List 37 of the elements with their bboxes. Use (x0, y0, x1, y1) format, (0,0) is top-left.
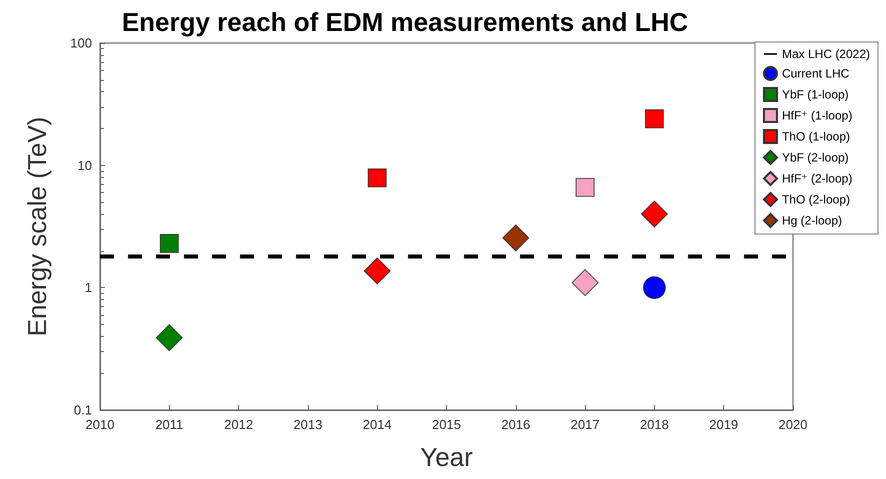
point (645, 109, 664, 128)
legend-label: YbF (1-loop) (782, 88, 849, 102)
x-tick-label: 2010 (86, 417, 114, 432)
legend-label: Max LHC (2022) (782, 47, 870, 61)
x-tick-label: 2018 (640, 417, 669, 432)
x-tick-label: 2014 (362, 417, 392, 432)
x-tick-label: 2015 (432, 417, 461, 432)
point (643, 276, 666, 300)
legend-label: Hg (2-loop) (782, 214, 842, 228)
x-tick-label: 2011 (155, 417, 184, 432)
y-tick-label: 100 (70, 36, 92, 50)
point (160, 234, 179, 253)
x-tick-label: 2017 (570, 417, 600, 432)
legend-label: HfF⁺ (2-loop) (782, 172, 852, 186)
x-tick-label: 2012 (224, 417, 254, 432)
point (156, 324, 183, 352)
chart-title: Energy reach of EDM measurements and LHC (122, 7, 688, 37)
x-tick-label: 2013 (293, 417, 322, 432)
point (576, 178, 594, 197)
legend-label: Current LHC (782, 66, 850, 80)
point (572, 269, 598, 296)
legend-label: ThO (1-loop) (782, 130, 850, 144)
point (368, 168, 387, 188)
legend-label: YbF (2-loop) (782, 150, 849, 164)
x-tick-label: 2016 (501, 417, 530, 432)
point (364, 258, 391, 284)
y-axis-title: Energy scale (TeV) (22, 116, 52, 336)
y-tick-label: 10 (78, 158, 92, 173)
point (502, 224, 530, 252)
x-axis-title: Year (420, 442, 474, 472)
legend-label: HfF⁺ (1-loop) (782, 108, 852, 122)
x-tick-label: 2020 (778, 417, 808, 432)
x-tick-label: 2019 (709, 417, 738, 432)
point (641, 200, 668, 228)
y-tick-label: 1 (84, 280, 92, 296)
y-tick-label: 0.1 (74, 402, 92, 418)
legend-label: ThO (2-loop) (782, 192, 850, 206)
